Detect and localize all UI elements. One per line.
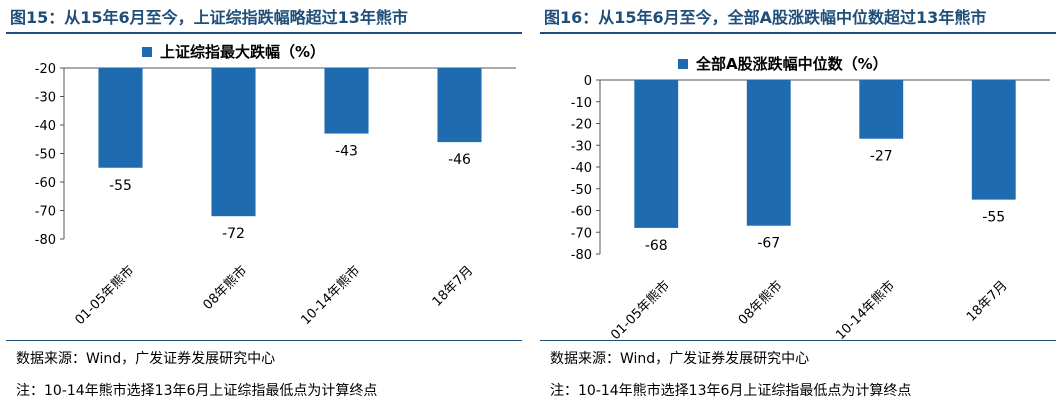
category-label: 01-05年熊市: [72, 263, 138, 329]
data-label: -46: [448, 152, 471, 168]
title-divider: [6, 32, 522, 34]
footnote: 注：10-14年熊市选择13年6月上证综指最低点为计算终点: [550, 383, 912, 399]
chart-panel-1: 图15：从15年6月至今，上证综指跌幅略超过13年熊市 上证综指最大跌幅（%） -…: [6, 0, 526, 413]
bar: [746, 80, 791, 226]
y-tick-label: 0: [584, 74, 592, 89]
data-label: -27: [870, 149, 893, 165]
legend-label: 上证综指最大跌幅（%）: [160, 43, 325, 61]
y-tick-label: -30: [35, 91, 56, 106]
bar: [211, 68, 256, 217]
bar: [971, 80, 1016, 200]
y-tick-label: -20: [571, 118, 592, 133]
y-tick-label: -40: [571, 161, 592, 176]
y-tick-label: -10: [571, 96, 592, 111]
bar: [98, 68, 143, 168]
category-label: 01-05年熊市: [607, 278, 673, 340]
bar: [859, 80, 904, 139]
data-label: -67: [757, 236, 780, 252]
bar-chart-2: 全部A股涨跌幅中位数（%） 0 -10 -20 -30 -40 -50 -60 -70 -80 -6…: [571, 55, 1050, 340]
legend-swatch: [142, 47, 152, 57]
chart-title: 图15：从15年6月至今，上证综指跌幅略超过13年熊市: [10, 8, 408, 27]
y-tick-label: -60: [571, 205, 592, 220]
data-label: -55: [109, 178, 132, 194]
chart-title: 图16：从15年6月至今，全部A股涨跌幅中位数超过13年熊市: [544, 8, 987, 27]
y-tick-label: -50: [35, 148, 56, 163]
category-label: 10-14年熊市: [298, 263, 364, 329]
y-tick-label: -80: [35, 233, 56, 248]
y-tick-label: -60: [35, 176, 56, 191]
y-tick-label: -70: [571, 226, 592, 241]
category-label: 18年7月: [430, 263, 477, 310]
y-tick-label: -20: [35, 62, 56, 77]
notes-divider: [540, 340, 1056, 341]
category-label: 08年熊市: [735, 278, 786, 329]
category-label: 08年熊市: [200, 263, 251, 314]
bar-chart-1: 上证综指最大跌幅（%） -20 -30 -40 -50 -60 -70 -80 -55 01-05…: [35, 43, 516, 329]
data-label: -43: [335, 144, 358, 160]
y-tick-label: -30: [571, 139, 592, 154]
y-tick-label: -40: [35, 119, 56, 134]
legend-label: 全部A股涨跌幅中位数（%）: [695, 55, 888, 73]
legend-swatch: [678, 59, 688, 69]
bar: [437, 68, 482, 143]
category-label: 18年7月: [964, 278, 1011, 325]
footnote: 注：10-14年熊市选择13年6月上证综指最低点为计算终点: [16, 383, 378, 399]
chart-panel-2: 图16：从15年6月至今，全部A股涨跌幅中位数超过13年熊市 全部A股涨跌幅中位…: [540, 0, 1060, 413]
data-label: -68: [645, 238, 668, 254]
y-tick-label: -80: [571, 248, 592, 263]
y-tick-label: -70: [35, 205, 56, 220]
category-label: 10-14年熊市: [832, 278, 898, 340]
title-divider: [540, 32, 1056, 34]
bar: [634, 80, 679, 228]
bar: [324, 68, 369, 134]
source-note: 数据来源：Wind，广发证券发展研究中心: [550, 351, 810, 367]
data-label: -55: [982, 210, 1005, 226]
y-tick-label: -50: [571, 183, 592, 198]
source-note: 数据来源：Wind，广发证券发展研究中心: [16, 351, 276, 367]
data-label: -72: [222, 226, 245, 242]
notes-divider: [6, 340, 522, 341]
